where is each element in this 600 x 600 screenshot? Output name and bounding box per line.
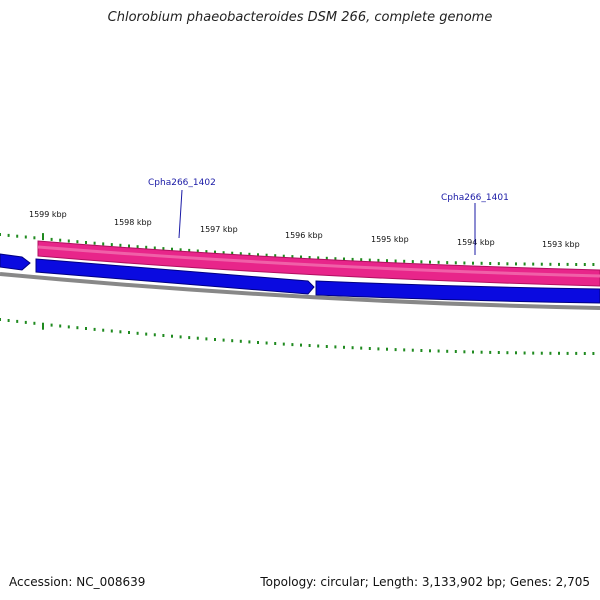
gene-label[interactable]: Cpha266_1402 — [148, 178, 216, 188]
gene-label-leader — [178, 189, 183, 239]
reverse-strand-fragment[interactable] — [0, 253, 31, 271]
scale-label: 1598 kbp — [114, 218, 152, 227]
forward-strand-highlight — [37, 245, 600, 278]
gene-label[interactable]: Cpha266_1401 — [441, 193, 509, 203]
scale-label: 1599 kbp — [29, 210, 67, 219]
scale-label: 1593 kbp — [542, 240, 580, 249]
reverse-strand-gene[interactable] — [315, 280, 600, 304]
genome-backbone — [0, 272, 600, 310]
map-title: Chlorobium phaeobacteroides DSM 266, com… — [107, 10, 493, 25]
forward-strand-feature[interactable] — [37, 240, 600, 287]
accession-text: Accession: NC_008639 — [9, 575, 146, 589]
scale-label: 1595 kbp — [371, 235, 409, 244]
inner-tick-ring — [0, 318, 595, 355]
reverse-strand-gene-arrow[interactable] — [35, 258, 315, 295]
genome-summary-text: Topology: circular; Length: 3,133,902 bp… — [260, 575, 590, 589]
scale-label: 1597 kbp — [200, 225, 238, 234]
scale-label: 1596 kbp — [285, 231, 323, 240]
scale-label: 1594 kbp — [457, 238, 495, 247]
outer-tick-ring — [0, 233, 595, 266]
